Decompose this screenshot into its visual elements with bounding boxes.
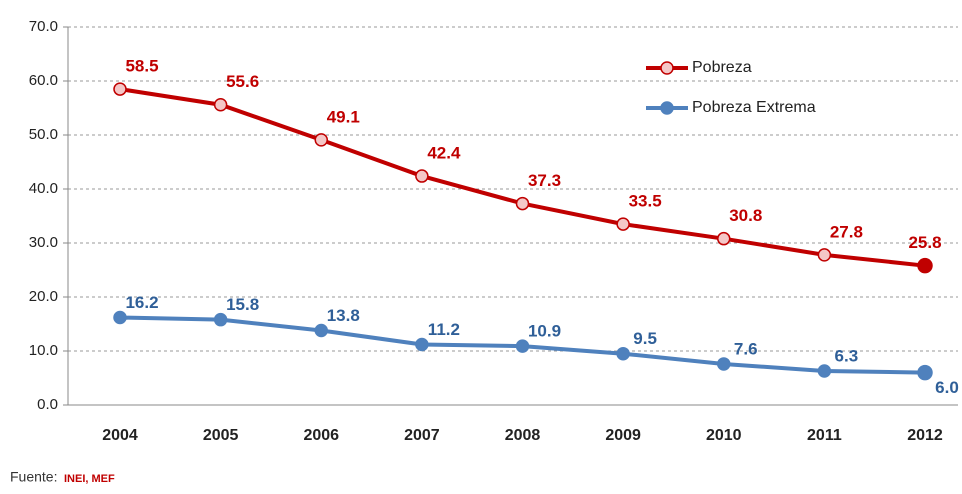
x-tick-label: 2004	[102, 427, 138, 444]
x-tick-label: 2012	[907, 427, 943, 444]
data-label: 37.3	[528, 171, 561, 190]
x-tick-label: 2006	[303, 427, 339, 444]
data-label: 25.8	[908, 233, 941, 252]
x-tick-label: 2007	[404, 427, 440, 444]
data-label: 7.6	[734, 339, 758, 358]
data-label: 13.8	[327, 306, 360, 325]
data-point	[113, 82, 127, 96]
data-label: 16.2	[125, 293, 158, 312]
data-label: 49.1	[327, 107, 360, 126]
data-label: 9.5	[633, 329, 657, 348]
data-label: 6.3	[835, 346, 859, 365]
data-point	[113, 310, 127, 325]
data-label: 11.2	[428, 320, 460, 339]
data-point	[616, 217, 630, 231]
y-tick-label: 0.0	[37, 396, 58, 413]
data-point	[213, 98, 228, 112]
y-tick-label: 20.0	[29, 288, 58, 305]
y-tick-label: 50.0	[29, 126, 58, 143]
data-point	[717, 357, 731, 371]
data-point	[616, 346, 630, 361]
data-label: 33.5	[629, 192, 662, 211]
y-tick-label: 70.0	[29, 18, 58, 35]
data-point	[817, 248, 832, 262]
legend-label: Pobreza Extrema	[692, 99, 816, 116]
data-label: 30.8	[729, 206, 762, 225]
data-point	[917, 257, 933, 274]
source-label: Fuente:	[10, 469, 57, 485]
data-point	[515, 339, 530, 353]
source: INEI, MEF	[64, 473, 115, 485]
data-point	[717, 231, 731, 246]
data-point	[415, 337, 429, 352]
x-tick-label: 2010	[706, 427, 742, 444]
data-label: 6.0	[935, 378, 959, 397]
x-tick-label: 2005	[203, 427, 239, 444]
data-point	[314, 133, 328, 147]
y-tick-label: 10.0	[29, 342, 58, 359]
data-point	[917, 364, 933, 381]
data-label: 27.8	[830, 222, 863, 241]
legend-label: Pobreza	[692, 59, 752, 76]
y-tick-label: 40.0	[29, 180, 58, 197]
y-tick-label: 60.0	[29, 72, 58, 89]
data-label: 42.4	[427, 144, 461, 163]
y-tick-label: 30.0	[29, 234, 58, 251]
data-label: 58.5	[125, 57, 158, 76]
data-point	[817, 364, 832, 378]
data-point	[515, 196, 530, 211]
data-point	[213, 312, 228, 327]
data-label: 55.6	[226, 72, 259, 91]
x-tick-label: 2009	[605, 427, 641, 444]
data-label: 10.9	[528, 322, 561, 341]
x-tick-label: 2011	[807, 427, 842, 444]
legend-marker	[660, 101, 674, 115]
data-point	[415, 169, 429, 183]
data-label: 15.8	[226, 295, 259, 314]
legend-marker	[660, 61, 674, 75]
x-tick-label: 2008	[505, 427, 541, 444]
data-point	[314, 323, 328, 338]
